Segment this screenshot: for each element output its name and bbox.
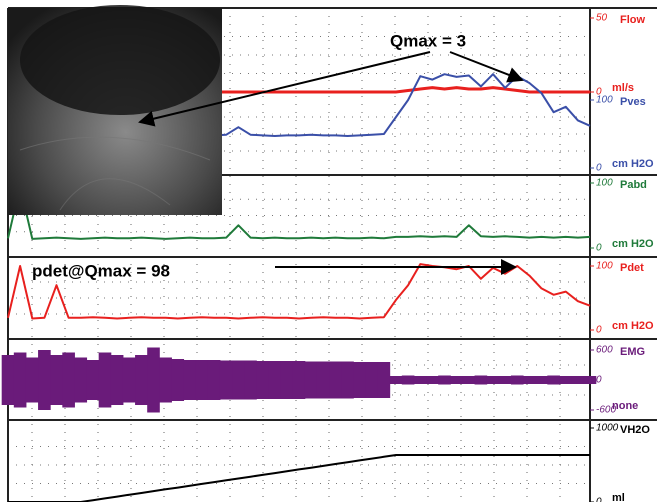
y-tick-label: -600 — [596, 405, 616, 416]
channel-name: Flow — [620, 14, 645, 26]
channel-unit: none — [612, 400, 638, 412]
annotations: Qmax = 3 pdet@Qmax = 98 — [32, 31, 524, 280]
channel-name: Pves — [620, 96, 646, 108]
y-tick-label: 100 — [596, 261, 613, 272]
trace-line — [7, 185, 591, 240]
channel-unit: ml/s — [612, 82, 634, 94]
y-tick-label: 1000 — [596, 423, 619, 434]
channel-name: VH2O — [620, 424, 650, 436]
y-tick-label: 0 — [596, 87, 602, 98]
y-tick-label: 0 — [596, 375, 602, 386]
trace-line — [8, 454, 590, 502]
channel-unit: cm H2O — [612, 320, 654, 332]
y-tick-label: 50 — [596, 13, 608, 24]
y-tick-label: 100 — [596, 95, 613, 106]
y-tick-label: 600 — [596, 345, 613, 356]
traces — [1, 73, 597, 502]
y-tick-label: 0 — [596, 325, 602, 336]
channel-name: Pdet — [620, 262, 644, 274]
channel-unit: cm H2O — [612, 238, 654, 250]
y-tick-label: 0 — [596, 163, 602, 174]
channel-unit: cm H2O — [612, 158, 654, 170]
channel-name: Pabd — [620, 179, 647, 191]
channel-unit: ml — [612, 492, 625, 502]
y-tick-label: 0 — [596, 497, 602, 502]
pdet-annotation: pdet@Qmax = 98 — [32, 261, 170, 280]
fluoroscopy-image — [8, 5, 222, 215]
y-tick-label: 0 — [596, 243, 602, 254]
channel-name: EMG — [620, 346, 645, 358]
y-tick-label: 100 — [596, 178, 613, 189]
qmax-annotation: Qmax = 3 — [390, 31, 466, 50]
